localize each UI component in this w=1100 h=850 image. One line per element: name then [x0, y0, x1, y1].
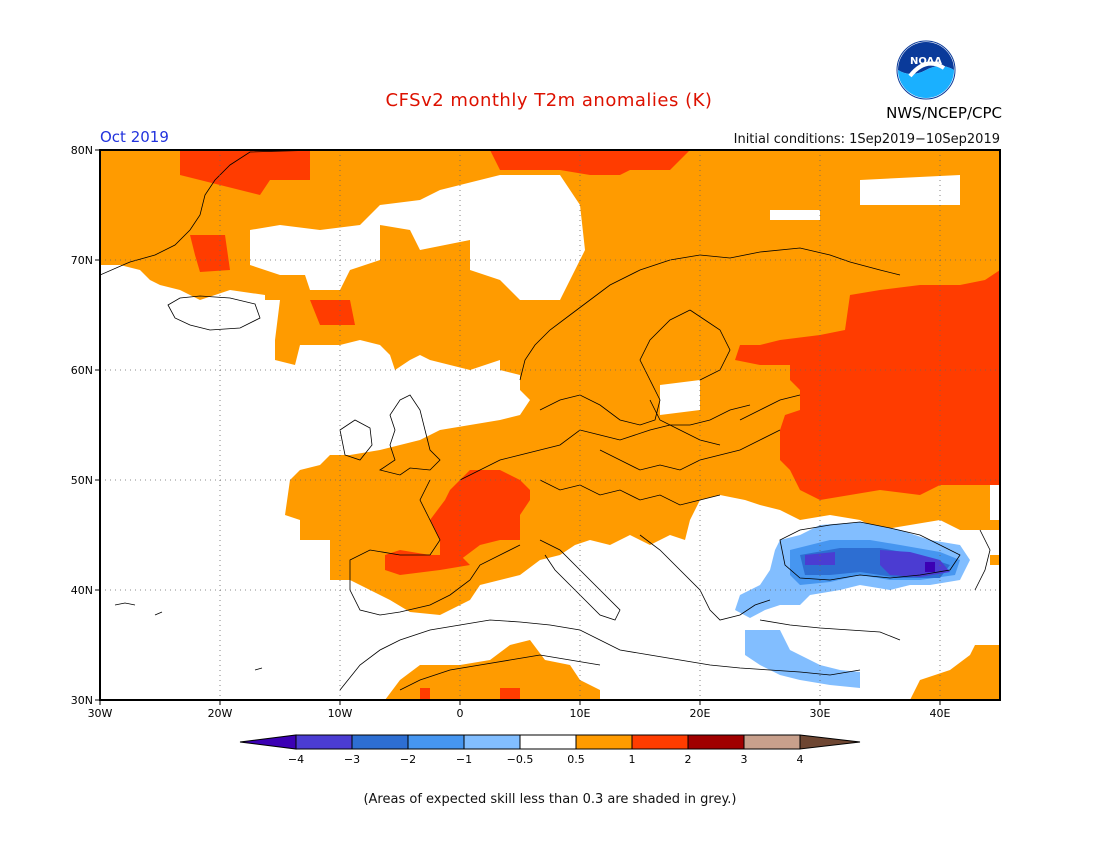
colorbar-segment: [631, 734, 689, 750]
forecast-month: Oct 2019: [100, 128, 169, 146]
agency-label: NWS/NCEP/CPC: [886, 104, 1002, 122]
colorbar-label: 1: [629, 753, 636, 766]
colorbar-arrow-right: [799, 734, 861, 750]
lon-label: 40E: [930, 707, 951, 720]
initial-conditions: Initial conditions: 1Sep2019−10Sep2019: [733, 132, 1000, 147]
colorbar-label: 2: [685, 753, 692, 766]
colorbar-label: −0.5: [507, 753, 534, 766]
colorbar-segment: [463, 734, 521, 750]
lon-label: 10W: [328, 707, 353, 720]
axis-ticks: [95, 149, 941, 705]
colorbar-label: 4: [797, 753, 804, 766]
colorbar-segment: [519, 734, 577, 750]
colorbar-label: −3: [344, 753, 360, 766]
graticule: [100, 150, 1000, 700]
colorbar-segment: [295, 734, 353, 750]
lat-label: 30N: [71, 694, 93, 707]
anomaly-region-red-france: [430, 470, 530, 560]
lat-label: 50N: [71, 474, 93, 487]
colorbar-segment: [687, 734, 745, 750]
colorbar-segment: [575, 734, 633, 750]
skill-footnote: (Areas of expected skill less than 0.3 a…: [363, 792, 737, 807]
lat-label: 80N: [71, 144, 93, 157]
colorbar-label: −1: [456, 753, 472, 766]
colorbar-label: 3: [741, 753, 748, 766]
logo-text: NOAA: [910, 56, 942, 67]
lon-label: 20E: [690, 707, 711, 720]
colorbar-label: −2: [400, 753, 416, 766]
colorbar-arrow-left: [239, 734, 297, 750]
lat-label: 70N: [71, 254, 93, 267]
lat-label: 60N: [71, 364, 93, 377]
lat-label: 40N: [71, 584, 93, 597]
lon-label: 0: [457, 707, 464, 720]
lon-label: 20W: [208, 707, 233, 720]
colorbar-segment: [351, 734, 409, 750]
chart-title: CFSv2 monthly T2m anomalies (K): [385, 90, 713, 111]
colorbar: [239, 734, 861, 750]
anomaly-region-red-russia: [735, 275, 1000, 500]
lon-label: 10E: [570, 707, 591, 720]
colorbar-label: 0.5: [567, 753, 585, 766]
map-frame: [99, 149, 1001, 701]
colorbar-segment: [743, 734, 801, 750]
colorbar-label: −4: [288, 753, 304, 766]
lon-label: 30E: [810, 707, 831, 720]
noaa-logo-icon: NOAA: [896, 40, 956, 100]
lon-label: 30W: [88, 707, 113, 720]
colorbar-segment: [407, 734, 465, 750]
